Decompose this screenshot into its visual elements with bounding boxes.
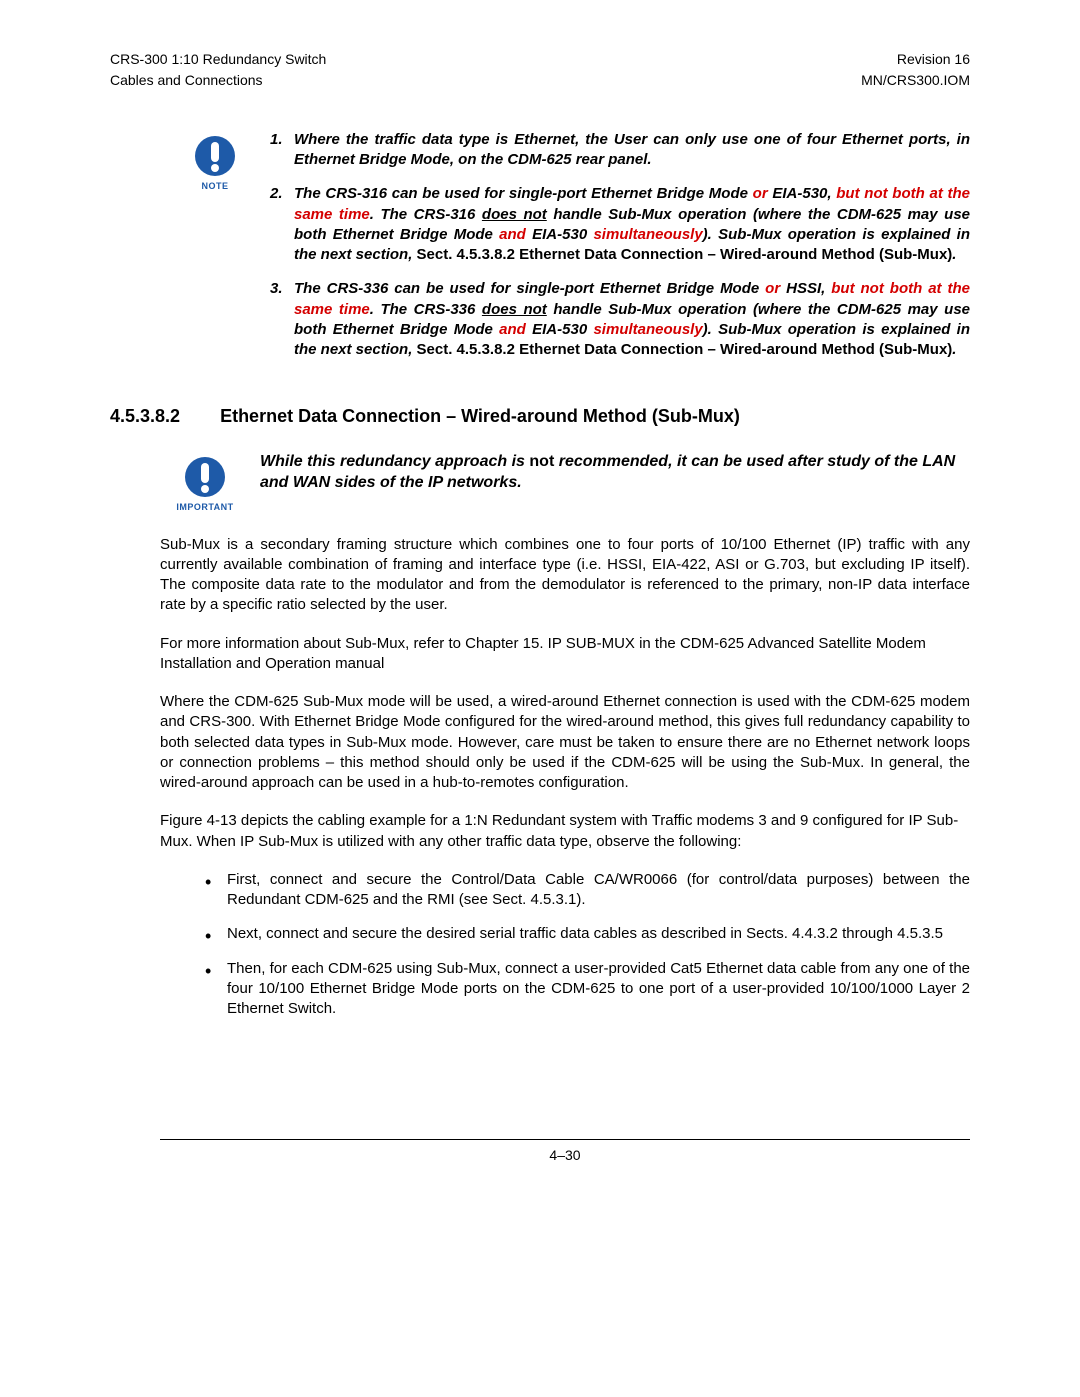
note-block: NOTE 1.Where the traffic data type is Et… bbox=[110, 130, 970, 375]
bullet-1: First, connect and secure the Control/Da… bbox=[205, 870, 970, 911]
important-icon bbox=[183, 455, 227, 499]
note-list: 1.Where the traffic data type is Etherne… bbox=[250, 130, 970, 375]
header-right-2: MN/CRS300.IOM bbox=[861, 71, 970, 90]
page-header: CRS-300 1:10 Redundancy Switch Revision … bbox=[110, 50, 970, 90]
paragraph-1: Sub-Mux is a secondary framing structure… bbox=[110, 535, 970, 616]
note-text-1: Where the traffic data type is Ethernet,… bbox=[294, 131, 970, 168]
page-number: 4–30 bbox=[549, 1147, 580, 1163]
note-label: NOTE bbox=[180, 180, 250, 192]
bullet-2: Next, connect and secure the desired ser… bbox=[205, 924, 970, 944]
paragraph-4: Figure 4-13 depicts the cabling example … bbox=[110, 811, 970, 852]
important-label: IMPORTANT bbox=[170, 501, 240, 513]
paragraph-3: Where the CDM-625 Sub-Mux mode will be u… bbox=[110, 692, 970, 793]
important-icon-column: IMPORTANT bbox=[170, 451, 240, 513]
page-footer: 4–30 bbox=[160, 1139, 970, 1165]
header-left-2: Cables and Connections bbox=[110, 71, 263, 90]
bullet-list: First, connect and secure the Control/Da… bbox=[110, 870, 970, 1020]
note-item-1: 1.Where the traffic data type is Etherne… bbox=[270, 130, 970, 171]
important-block: IMPORTANT While this redundancy approach… bbox=[110, 451, 970, 513]
note-icon-column: NOTE bbox=[180, 130, 250, 192]
section-title: Ethernet Data Connection – Wired-around … bbox=[220, 404, 740, 428]
bullet-3: Then, for each CDM-625 using Sub-Mux, co… bbox=[205, 959, 970, 1020]
header-right-1: Revision 16 bbox=[897, 50, 970, 69]
section-number: 4.5.3.8.2 bbox=[110, 404, 180, 428]
note-item-3: 3.The CRS-336 can be used for single-por… bbox=[270, 279, 970, 360]
paragraph-2: For more information about Sub-Mux, refe… bbox=[110, 634, 970, 675]
section-heading: 4.5.3.8.2 Ethernet Data Connection – Wir… bbox=[110, 404, 970, 428]
note-text-2: The CRS-316 can be used for single-port … bbox=[294, 185, 970, 263]
note-icon bbox=[193, 134, 237, 178]
note-text-3: The CRS-336 can be used for single-port … bbox=[294, 280, 970, 358]
important-text: While this redundancy approach is not re… bbox=[240, 451, 970, 494]
note-item-2: 2.The CRS-316 can be used for single-por… bbox=[270, 184, 970, 265]
header-left-1: CRS-300 1:10 Redundancy Switch bbox=[110, 50, 326, 69]
